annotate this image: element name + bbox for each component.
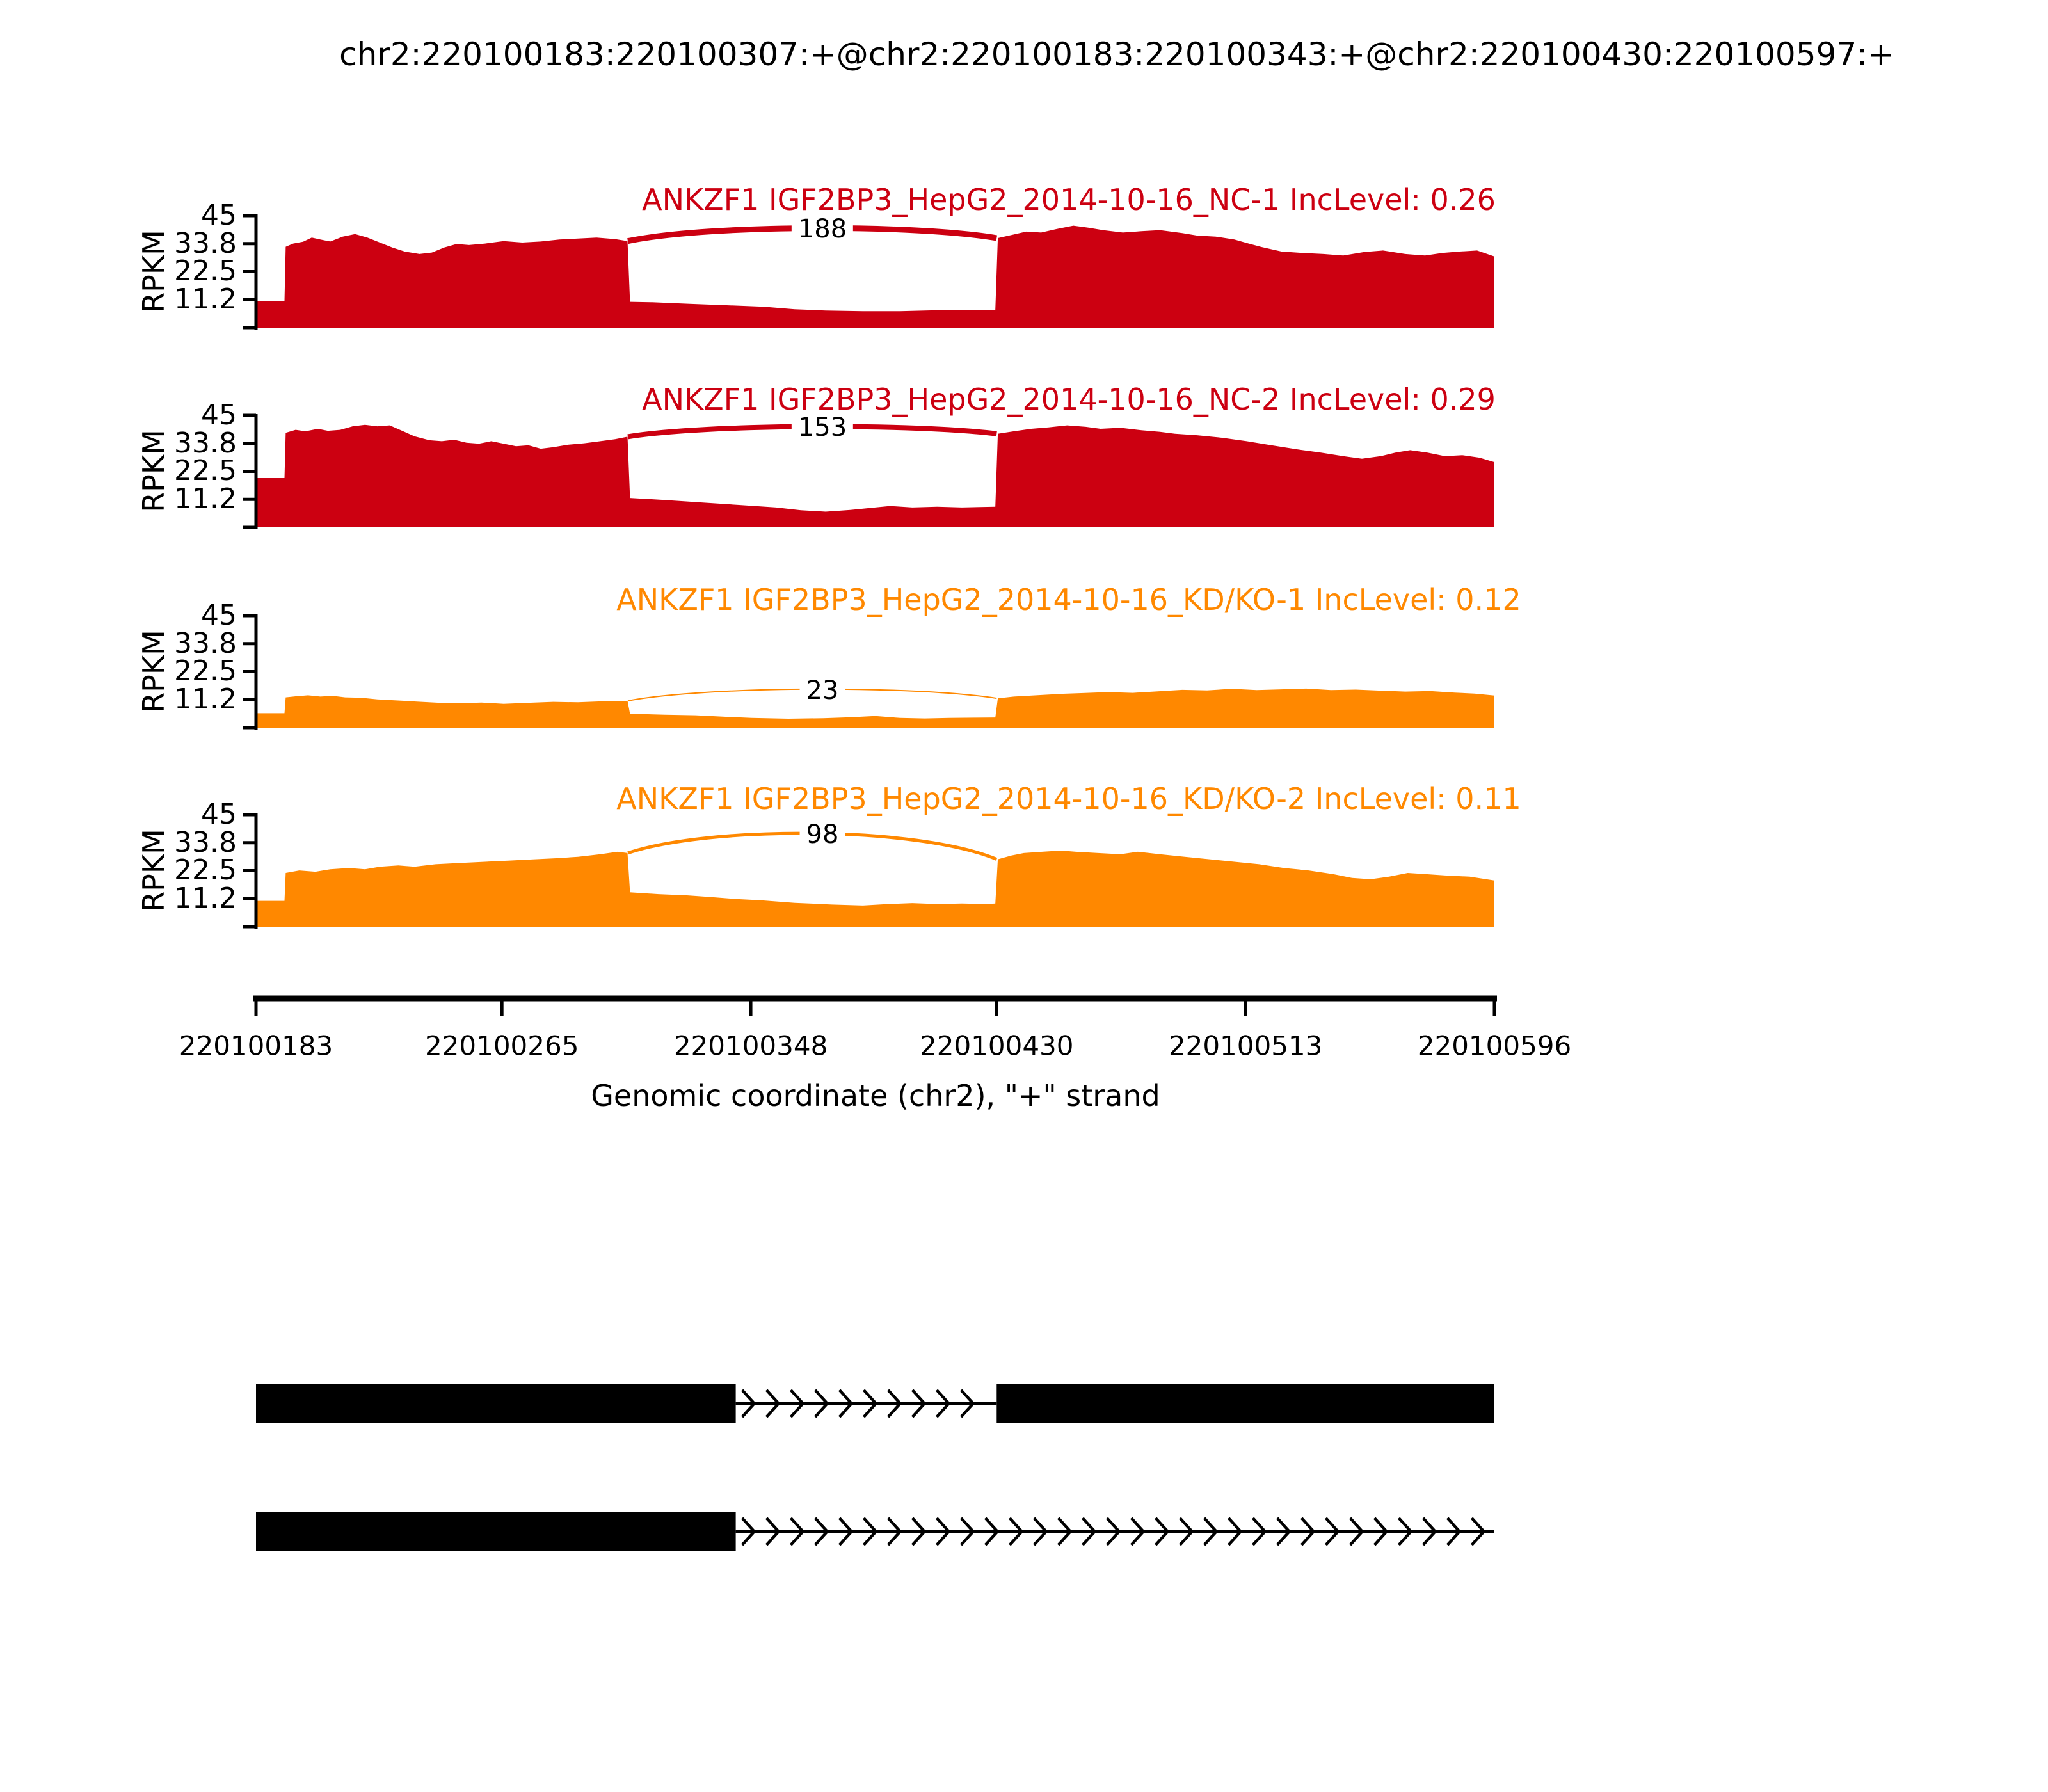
intron-arrow <box>1130 1517 1146 1546</box>
intron-arrow <box>1397 1517 1413 1546</box>
x-tick-label: 220100596 <box>1417 1030 1572 1062</box>
intron-arrow <box>862 1517 878 1546</box>
intron-arrow <box>1470 1517 1486 1546</box>
intron-arrow <box>765 1389 781 1418</box>
intron-arrow <box>862 1389 878 1418</box>
intron-arrow <box>959 1517 975 1546</box>
intron-arrow <box>838 1389 854 1418</box>
transcript-exon <box>256 1384 736 1423</box>
y-axis-title: RPKM <box>136 630 171 714</box>
track-title: ANKZF1 IGF2BP3_HepG2_2014-10-16_NC-1 Inc… <box>642 182 1496 217</box>
intron-arrow <box>1324 1517 1340 1546</box>
y-axis-title: RPKM <box>136 230 171 314</box>
intron-arrow <box>1300 1517 1316 1546</box>
y-axis-title: RPKM <box>136 829 171 913</box>
junction-count-label: 153 <box>791 413 854 443</box>
y-tick-label: 11.2 <box>174 683 237 716</box>
y-tick-label: 45 <box>201 398 237 431</box>
intron-arrow <box>813 1389 829 1418</box>
x-axis-title: Genomic coordinate (chr2), "+" strand <box>591 1078 1160 1113</box>
y-tick-label: 22.5 <box>174 255 237 288</box>
transcript-exon <box>996 1384 1494 1423</box>
intron-arrow <box>740 1517 756 1546</box>
page-title: chr2:220100183:220100307:+@chr2:22010018… <box>339 36 1894 73</box>
x-tick-label: 220100183 <box>179 1030 333 1062</box>
intron-arrow <box>1421 1517 1437 1546</box>
intron-arrow <box>886 1389 902 1418</box>
intron-arrow <box>765 1517 781 1546</box>
intron-arrow <box>789 1517 805 1546</box>
coverage-area-track-4 <box>256 851 1494 927</box>
intron-arrow <box>1227 1517 1243 1546</box>
intron-arrow <box>1276 1517 1292 1546</box>
transcript-row-1 <box>256 1384 1494 1423</box>
intron-arrow <box>1032 1517 1048 1546</box>
intron-arrow <box>1446 1517 1462 1546</box>
y-tick-label: 33.8 <box>174 227 237 260</box>
intron-arrow <box>1057 1517 1073 1546</box>
y-axis-title: RPKM <box>136 429 171 513</box>
intron-arrow <box>935 1517 951 1546</box>
intron-arrow <box>1251 1517 1267 1546</box>
junction-count-label: 23 <box>799 675 845 705</box>
track-title: ANKZF1 IGF2BP3_HepG2_2014-10-16_KD/KO-2 … <box>616 781 1521 816</box>
y-tick-label: 11.2 <box>174 882 237 915</box>
intron-arrow <box>789 1389 805 1418</box>
coverage-area-track-1 <box>256 225 1494 328</box>
intron-arrow <box>1008 1517 1024 1546</box>
track-title: ANKZF1 IGF2BP3_HepG2_2014-10-16_NC-2 Inc… <box>642 382 1496 417</box>
intron-arrow <box>1154 1517 1170 1546</box>
intron-arrow <box>886 1517 902 1546</box>
intron-arrow <box>959 1389 975 1418</box>
y-tick-label: 45 <box>201 198 237 232</box>
intron-arrow <box>1081 1517 1097 1546</box>
coverage-area-track-2 <box>256 424 1494 527</box>
intron-arrow <box>1203 1517 1219 1546</box>
intron-arrow <box>813 1517 829 1546</box>
transcript-row-2 <box>256 1512 1494 1551</box>
intron-arrow <box>1178 1517 1194 1546</box>
intron-arrow <box>911 1517 927 1546</box>
x-tick-label: 220100430 <box>920 1030 1074 1062</box>
y-tick-label: 22.5 <box>174 854 237 887</box>
y-tick-label: 33.8 <box>174 826 237 859</box>
y-tick-label: 22.5 <box>174 655 237 688</box>
intron-arrow <box>838 1517 854 1546</box>
intron-arrow <box>1105 1517 1121 1546</box>
y-tick-label: 45 <box>201 598 237 632</box>
y-tick-label: 33.8 <box>174 426 237 460</box>
intron-arrow <box>984 1517 1000 1546</box>
intron-arrow <box>1373 1517 1389 1546</box>
y-tick-label: 11.2 <box>174 483 237 516</box>
y-tick-label: 22.5 <box>174 454 237 488</box>
track-title: ANKZF1 IGF2BP3_HepG2_2014-10-16_KD/KO-1 … <box>616 582 1521 617</box>
intron-arrow <box>935 1389 951 1418</box>
x-tick-label: 220100348 <box>673 1030 828 1062</box>
y-tick-label: 45 <box>201 797 237 831</box>
y-tick-label: 33.8 <box>174 627 237 660</box>
junction-count-label: 98 <box>799 820 845 850</box>
intron-arrow <box>1348 1517 1364 1546</box>
x-tick-label: 220100265 <box>424 1030 579 1062</box>
transcript-exon <box>256 1512 736 1551</box>
intron-arrow <box>740 1389 756 1418</box>
y-tick-label: 11.2 <box>174 283 237 316</box>
junction-count-label: 188 <box>791 214 854 244</box>
x-tick-label: 220100513 <box>1168 1030 1323 1062</box>
intron-arrow <box>911 1389 927 1418</box>
coverage-area-track-3 <box>256 688 1494 728</box>
